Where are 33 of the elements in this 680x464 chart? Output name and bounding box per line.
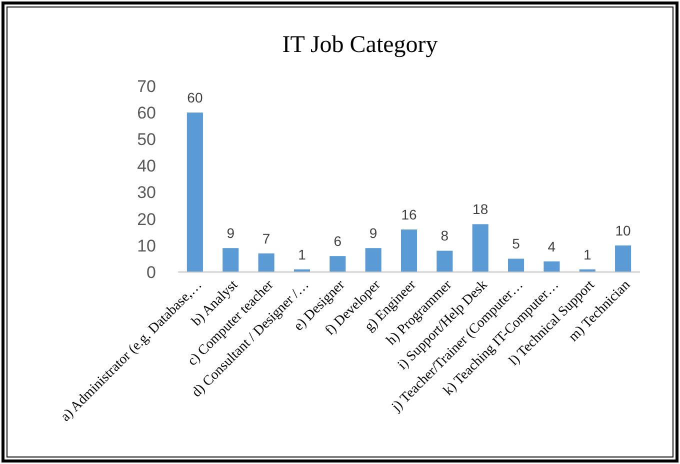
data-label: 7 [262, 230, 270, 246]
y-tick-label: 20 [137, 210, 156, 229]
bar [258, 253, 274, 272]
bar [472, 224, 488, 272]
bar [330, 256, 346, 272]
y-tick-label: 10 [137, 236, 156, 256]
y-tick-label: 50 [137, 130, 156, 150]
y-tick-label: 70 [137, 76, 156, 96]
bar [365, 248, 382, 272]
data-label: 4 [548, 238, 556, 254]
y-tick-label: 60 [137, 104, 156, 123]
bar [508, 258, 524, 272]
data-label: 6 [334, 233, 342, 250]
data-label: 60 [187, 90, 203, 106]
bar [544, 261, 560, 272]
y-tick-label: 40 [137, 156, 156, 176]
bar [436, 250, 453, 272]
data-label: 9 [369, 225, 378, 242]
bar [186, 112, 203, 272]
data-label: 8 [440, 228, 449, 244]
y-tick-label: 0 [146, 262, 156, 282]
bar [400, 229, 418, 272]
data-label: 18 [472, 201, 488, 218]
data-label: 5 [512, 236, 520, 252]
data-label: 1 [298, 246, 306, 262]
bar [222, 248, 239, 272]
data-label: 9 [226, 225, 235, 242]
y-tick-label: 30 [137, 183, 156, 202]
data-label: 16 [401, 206, 417, 222]
data-label: 10 [615, 222, 632, 238]
chart-title: IT Job Category [282, 32, 438, 58]
data-label: 1 [583, 246, 592, 262]
bar [615, 245, 632, 272]
